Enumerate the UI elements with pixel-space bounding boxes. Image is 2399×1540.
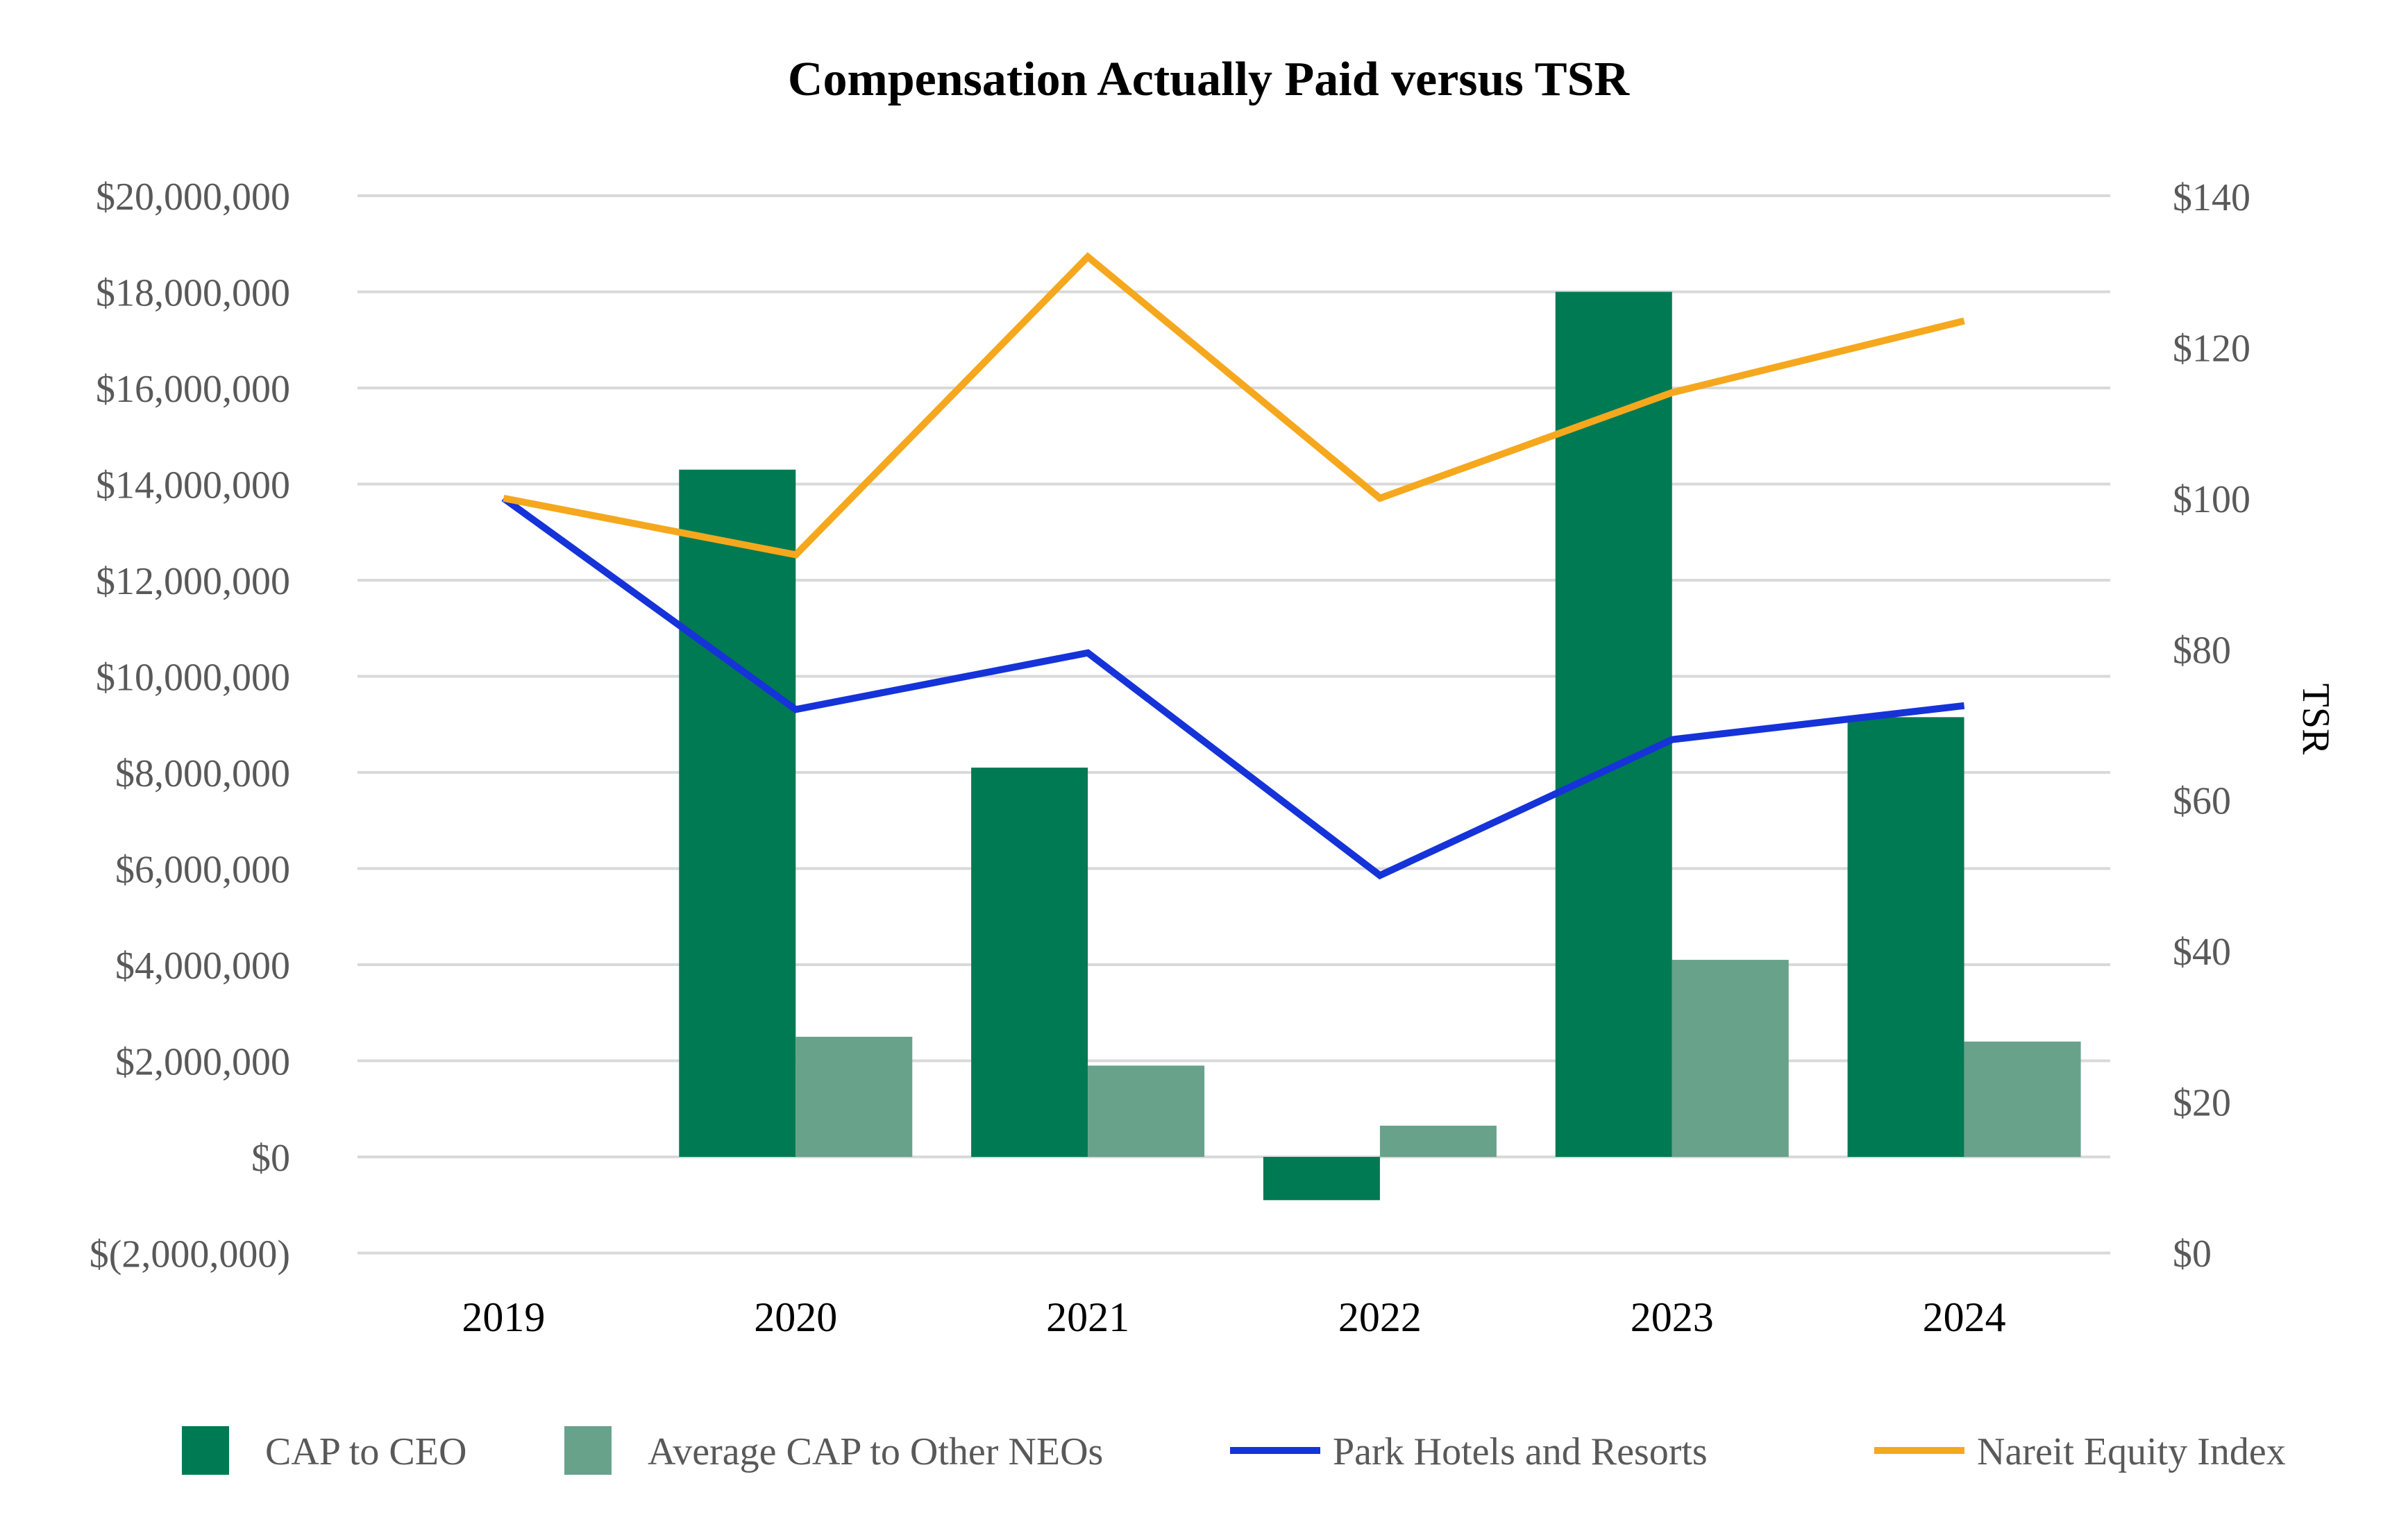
left-axis-tick-label: $0 [251, 1137, 290, 1180]
x-axis-tick-label: 2024 [1923, 1294, 2006, 1340]
bar-cap-to-ceo-2020 [679, 470, 796, 1157]
gridlines [357, 196, 2110, 1253]
right-axis-tick-label: $100 [2173, 478, 2250, 521]
bar-cap-to-ceo-2023 [1556, 292, 1672, 1158]
bar-cap-to-ceo-2022 [1263, 1157, 1380, 1200]
left-axis-tick-label: $14,000,000 [96, 464, 290, 507]
right-axis-tick-label: $120 [2173, 327, 2250, 370]
x-axis-tick-label: 2020 [754, 1294, 837, 1340]
right-axis-tick-label: $0 [2173, 1233, 2212, 1276]
left-axis-tick-label: $16,000,000 [96, 368, 290, 411]
chart-title: Compensation Actually Paid versus TSR [788, 53, 1631, 106]
left-axis-tick-label: $20,000,000 [96, 176, 290, 219]
left-axis-tick-label: $6,000,000 [115, 849, 290, 892]
legend-swatch [182, 1426, 229, 1475]
right-axis-tick-label: $140 [2173, 176, 2250, 219]
legend-label: Nareit Equity Index [1977, 1430, 2286, 1473]
bar-average-cap-to-other-neos-2023 [1672, 960, 1789, 1157]
right-axis: TSR $0 $20 $40 $60 $80 $100 $120 $140 [2173, 176, 2337, 1276]
left-axis-tick-label: $12,000,000 [96, 560, 290, 603]
left-axis-tick-label: $(2,000,000) [90, 1233, 290, 1276]
x-axis-tick-label: 2022 [1338, 1294, 1422, 1340]
legend-swatch [564, 1426, 612, 1475]
legend-label: CAP to CEO [265, 1430, 466, 1473]
left-axis-tick-label: $2,000,000 [115, 1041, 290, 1084]
x-axis-tick-label: 2021 [1046, 1294, 1129, 1340]
right-axis-tick-label: $60 [2173, 780, 2231, 823]
right-axis-tick-label: $20 [2173, 1082, 2231, 1125]
x-axis: 2019 2020 2021 2022 2023 2024 [462, 1294, 2005, 1340]
left-axis-tick-label: $4,000,000 [115, 945, 290, 988]
legend: CAP to CEO Average CAP to Other NEOs Park … [182, 1426, 2286, 1475]
bar-average-cap-to-other-neos-2024 [1964, 1042, 2081, 1157]
bar-cap-to-ceo-2024 [1848, 717, 1964, 1157]
bar-average-cap-to-other-neos-2020 [796, 1037, 912, 1157]
left-axis: $(2,000,000) $0 $2,000,000 $4,000,000 $6,000… [90, 176, 290, 1276]
bar-average-cap-to-other-neos-2022 [1380, 1126, 1497, 1157]
legend-label: Average CAP to Other NEOs [648, 1430, 1103, 1473]
bar-average-cap-to-other-neos-2021 [1088, 1065, 1204, 1157]
bar-cap-to-ceo-2021 [971, 768, 1088, 1157]
right-axis-tick-label: $80 [2173, 629, 2231, 672]
x-axis-tick-label: 2019 [462, 1294, 545, 1340]
legend-label: Park Hotels and Resorts [1333, 1430, 1708, 1473]
right-axis-tick-label: $40 [2173, 931, 2231, 974]
left-axis-tick-label: $18,000,000 [96, 272, 290, 315]
x-axis-tick-label: 2023 [1631, 1294, 1714, 1340]
left-axis-tick-label: $8,000,000 [115, 752, 290, 795]
left-axis-tick-label: $10,000,000 [96, 657, 290, 700]
right-axis-title: TSR [2294, 684, 2337, 755]
bars [679, 292, 2080, 1201]
